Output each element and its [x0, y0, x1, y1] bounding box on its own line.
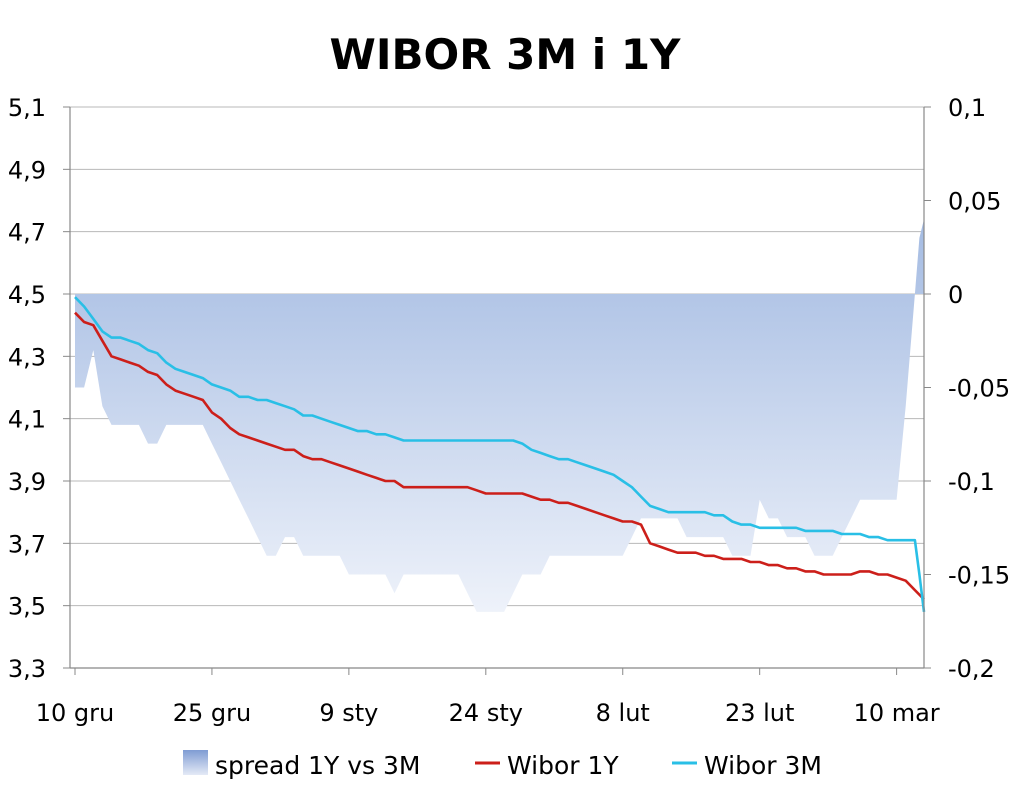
x-tick-label: 23 lut — [725, 699, 794, 727]
y-right-tick-label: -0,2 — [948, 655, 995, 683]
y-left-tick-label: 5,1 — [8, 94, 46, 122]
x-tick-label: 10 mar — [854, 699, 940, 727]
y-right-tick-label: -0,1 — [948, 468, 995, 496]
series-line-wibor-3m — [74, 296, 926, 613]
area-layer — [75, 219, 924, 612]
line-layer — [74, 296, 926, 613]
y-left-tick-label: 4,3 — [8, 343, 46, 371]
series-line-wibor-1y — [74, 311, 925, 601]
x-tick-label: 8 lut — [596, 699, 650, 727]
legend: spread 1Y vs 3M Wibor 1Y Wibor 3M — [183, 750, 822, 780]
y-left-tick-label: 4,7 — [8, 219, 46, 247]
x-tick-label: 24 sty — [449, 699, 523, 727]
y-right-tick-label: -0,15 — [948, 562, 1010, 590]
legend-label-spread-1y-vs-3m: spread 1Y vs 3M — [215, 751, 421, 780]
y-left-tick-label: 3,7 — [8, 530, 46, 558]
y-right-tick-label: -0,05 — [948, 375, 1010, 403]
legend-swatch-spread-1y-vs-3m — [183, 750, 208, 775]
legend-label-wibor-3m: Wibor 3M — [704, 751, 822, 780]
y-right-tick-label: 0,05 — [948, 188, 1001, 216]
tick-labels: 5,1 4,9 4,7 4,5 4,3 4,1 3,9 3,7 3,5 3,3 0,1 0,05 0 -0… — [8, 94, 1010, 727]
y-right-tick-label: 0 — [948, 281, 963, 309]
x-tick-label: 10 gru — [36, 699, 114, 727]
x-tick-label: 25 gru — [173, 699, 251, 727]
chart-title: WIBOR 3M i 1Y — [329, 30, 681, 79]
legend-label-wibor-1y: Wibor 1Y — [507, 751, 619, 780]
y-left-tick-label: 3,9 — [8, 468, 46, 496]
axes — [63, 106, 931, 675]
y-left-tick-label: 3,5 — [8, 593, 46, 621]
x-tick-label: 9 sty — [319, 699, 378, 727]
y-left-tick-label: 3,3 — [8, 655, 46, 683]
y-left-tick-label: 4,5 — [8, 281, 46, 309]
y-right-tick-label: 0,1 — [948, 94, 986, 122]
series-area-spread — [75, 219, 924, 612]
y-left-tick-label: 4,9 — [8, 156, 46, 184]
y-left-tick-label: 4,1 — [8, 406, 46, 434]
